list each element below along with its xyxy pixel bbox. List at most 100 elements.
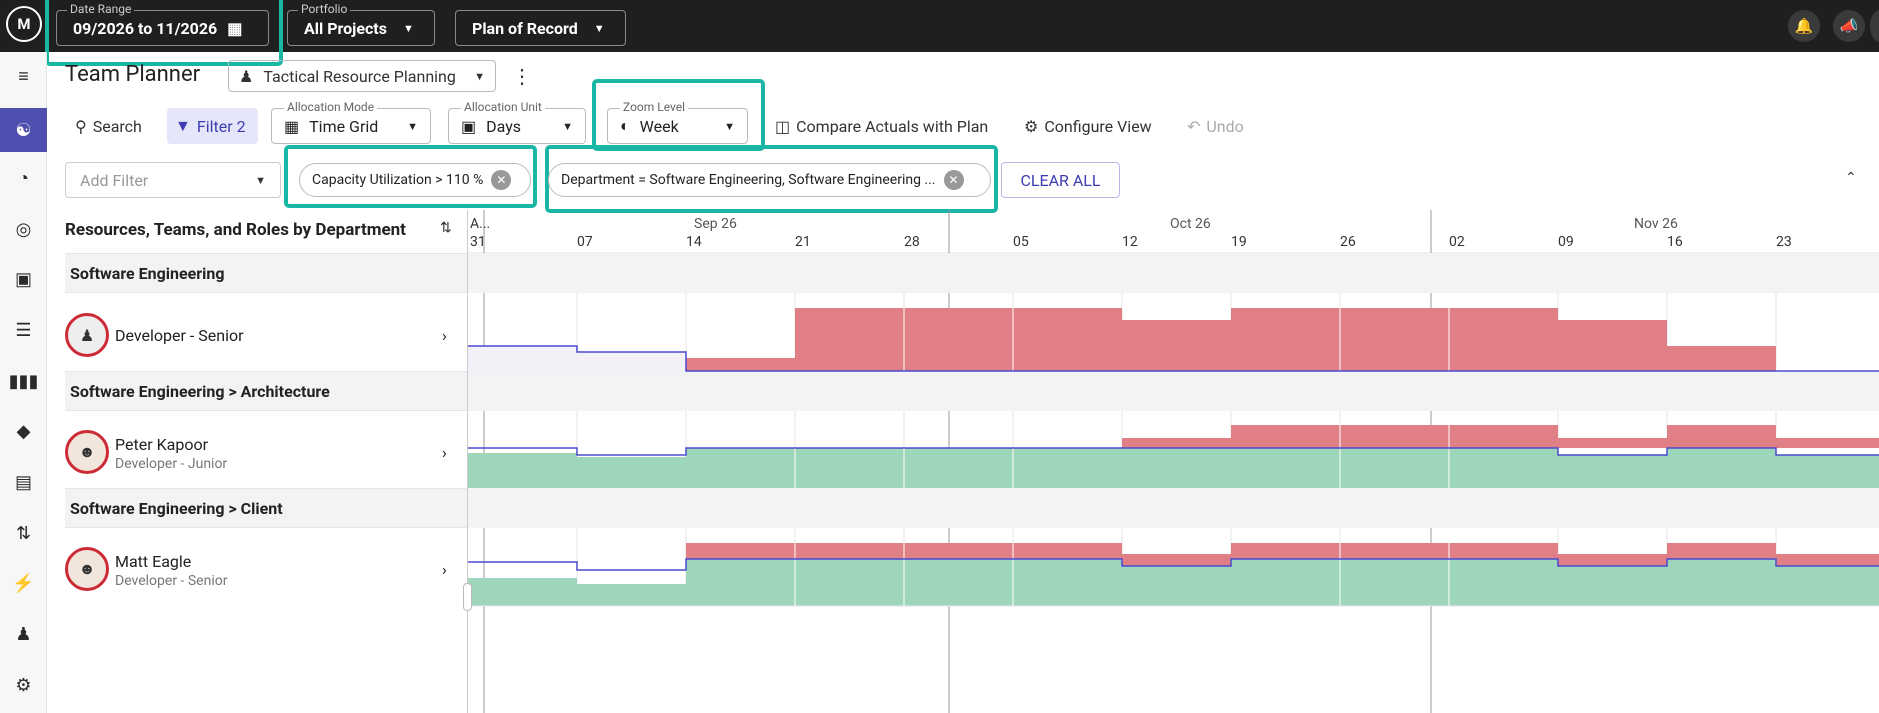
search-label: Search <box>92 116 142 136</box>
zoom-level-value: Week <box>639 116 679 136</box>
chevron-down-icon: ▼ <box>255 173 266 187</box>
app-logo[interactable]: M <box>6 6 42 42</box>
resource-role: Developer - Junior <box>115 456 228 472</box>
close-icon[interactable]: ✕ <box>943 170 964 190</box>
resource-row[interactable]: ♟ Developer - Senior › <box>65 293 468 371</box>
filter-button[interactable]: ▼ Filter 2 <box>167 108 258 144</box>
avatar: ☻ <box>65 430 109 474</box>
megaphone-icon[interactable]: 📣 <box>1833 10 1865 42</box>
calendar-icon[interactable]: ▦ <box>227 18 243 38</box>
allocation-mode-label: Allocation Mode <box>284 100 378 114</box>
zoom-level-select[interactable]: Zoom Level ◐ Week ▼ <box>607 100 748 144</box>
first-col-day: 31 <box>470 234 486 250</box>
grid-icon: ▦ <box>284 116 300 136</box>
portfolio-icon[interactable]: ◔ <box>18 167 29 189</box>
allocation-bars-row-3 <box>468 543 1879 606</box>
menu-collapse-icon[interactable]: ≡ <box>18 65 29 87</box>
week-label: 02 <box>1449 234 1465 250</box>
month-label: Oct 26 <box>1170 216 1211 232</box>
search-icon: ⚲ <box>75 116 87 136</box>
close-icon[interactable]: ✕ <box>491 170 512 190</box>
search-button[interactable]: ⚲ Search <box>67 108 150 144</box>
portfolio-value: All Projects <box>304 18 387 38</box>
week-label: 19 <box>1231 234 1247 250</box>
board-icon[interactable]: ▮▮▮ <box>8 370 39 392</box>
people-icon[interactable]: ♟ <box>15 623 32 645</box>
team-planner-icon[interactable]: ☯ <box>0 108 47 152</box>
plan-select[interactable]: Plan of Record ▼ <box>455 10 626 46</box>
week-label: 12 <box>1122 234 1138 250</box>
gear-icon: ⚙ <box>1024 116 1039 136</box>
group-label: Software Engineering <box>70 264 225 283</box>
more-options-icon[interactable]: ⋮ <box>512 64 532 88</box>
plan-value: Plan of Record <box>472 18 578 38</box>
column-header: Resources, Teams, and Roles by Departmen… <box>65 220 406 240</box>
panel-divider <box>467 210 468 713</box>
page-title: Team Planner <box>65 62 201 87</box>
settings-icon[interactable]: ⚙ <box>15 674 32 696</box>
resource-icon[interactable]: ▣ <box>14 268 32 290</box>
timeline-grid: A... 31 Sep 26 Oct 26 Nov 26 07 14 21 28… <box>468 210 1879 713</box>
plug-icon[interactable]: ⚡ <box>12 572 35 594</box>
allocation-mode-value: Time Grid <box>309 116 379 136</box>
chevron-right-icon[interactable]: › <box>442 326 447 345</box>
configure-view-button[interactable]: ⚙ Configure View <box>1016 108 1160 144</box>
roadmap-icon[interactable]: ◆ <box>16 420 31 442</box>
zoom-level-label: Zoom Level <box>620 100 689 114</box>
undo-icon: ↶ <box>1187 116 1201 136</box>
week-label: 09 <box>1558 234 1574 250</box>
chevron-down-icon: ▼ <box>724 119 735 133</box>
date-range-label: Date Range <box>67 2 135 16</box>
filter-label: Filter 2 <box>196 116 246 136</box>
transfer-icon[interactable]: ⇅ <box>15 522 32 544</box>
clear-all-button[interactable]: CLEAR ALL <box>1001 162 1120 198</box>
resource-row[interactable]: ☻ Matt Eagle Developer - Senior › <box>65 527 468 605</box>
document-icon[interactable]: ▤ <box>14 471 32 493</box>
compare-label: Compare Actuals with Plan <box>796 116 989 136</box>
chevron-down-icon: ▼ <box>593 21 605 35</box>
view-select[interactable]: ♟ Tactical Resource Planning ▼ <box>228 60 496 92</box>
week-label: 16 <box>1667 234 1683 250</box>
sidebar: ≡ ☯ ◔ ◎ ▣ ☰ ▮▮▮ ◆ ▤ ⇅ ⚡ ♟ ⚙ <box>0 52 47 713</box>
chevron-right-icon[interactable]: › <box>442 560 447 579</box>
compare-actuals-button[interactable]: ◫ Compare Actuals with Plan <box>767 108 996 144</box>
filter-chip-label: Department = Software Engineering, Softw… <box>561 172 936 188</box>
allocation-unit-select[interactable]: Allocation Unit ▣ Days ▼ <box>448 100 586 144</box>
undo-label: Undo <box>1206 116 1244 136</box>
date-range-value: 09/2026 to 11/2026 <box>73 18 218 38</box>
configure-label: Configure View <box>1044 116 1152 136</box>
bell-icon[interactable]: 🔔 <box>1788 10 1820 42</box>
target-icon[interactable]: ◎ <box>15 218 32 240</box>
allocation-bars-row-2 <box>468 425 1879 488</box>
add-filter-select[interactable]: Add Filter ▼ <box>65 162 281 198</box>
allocation-unit-value: Days <box>486 116 522 136</box>
filter-chip-department[interactable]: Department = Software Engineering, Softw… <box>548 163 991 197</box>
week-label: 07 <box>577 234 593 250</box>
week-label: 14 <box>686 234 702 250</box>
list-icon[interactable]: ☰ <box>15 319 32 341</box>
filter-chip-label: Capacity Utilization > 110 % <box>312 172 484 188</box>
sort-icon[interactable]: ⇅ <box>440 220 452 236</box>
filter-chip-capacity[interactable]: Capacity Utilization > 110 % ✕ <box>299 163 531 197</box>
undo-button[interactable]: ↶ Undo <box>1179 108 1252 144</box>
panel-resize-handle[interactable] <box>463 583 472 611</box>
date-range-field[interactable]: Date Range 09/2026 to 11/2026 ▦ <box>56 2 269 46</box>
resource-name: Matt Eagle <box>115 552 192 571</box>
avatar[interactable] <box>1870 10 1879 42</box>
chevron-up-icon[interactable]: ⌃ <box>1845 170 1857 186</box>
first-col-month: A... <box>470 216 490 232</box>
contrast-icon: ◐ <box>620 116 630 135</box>
chevron-down-icon: ▼ <box>407 119 418 133</box>
allocation-bars-row-1 <box>468 308 1879 372</box>
portfolio-label: Portfolio <box>298 2 351 16</box>
week-label: 05 <box>1013 234 1029 250</box>
portfolio-select[interactable]: Portfolio All Projects ▼ <box>287 2 435 46</box>
chevron-down-icon: ▼ <box>474 69 485 83</box>
chevron-right-icon[interactable]: › <box>442 443 447 462</box>
allocation-mode-select[interactable]: Allocation Mode ▦ Time Grid ▼ <box>271 100 431 144</box>
resource-row[interactable]: ☻ Peter Kapoor Developer - Junior › <box>65 410 468 488</box>
week-label: 21 <box>795 234 811 250</box>
group-label: Software Engineering > Client <box>70 499 283 518</box>
allocation-unit-label: Allocation Unit <box>461 100 545 114</box>
month-label: Sep 26 <box>694 216 737 232</box>
